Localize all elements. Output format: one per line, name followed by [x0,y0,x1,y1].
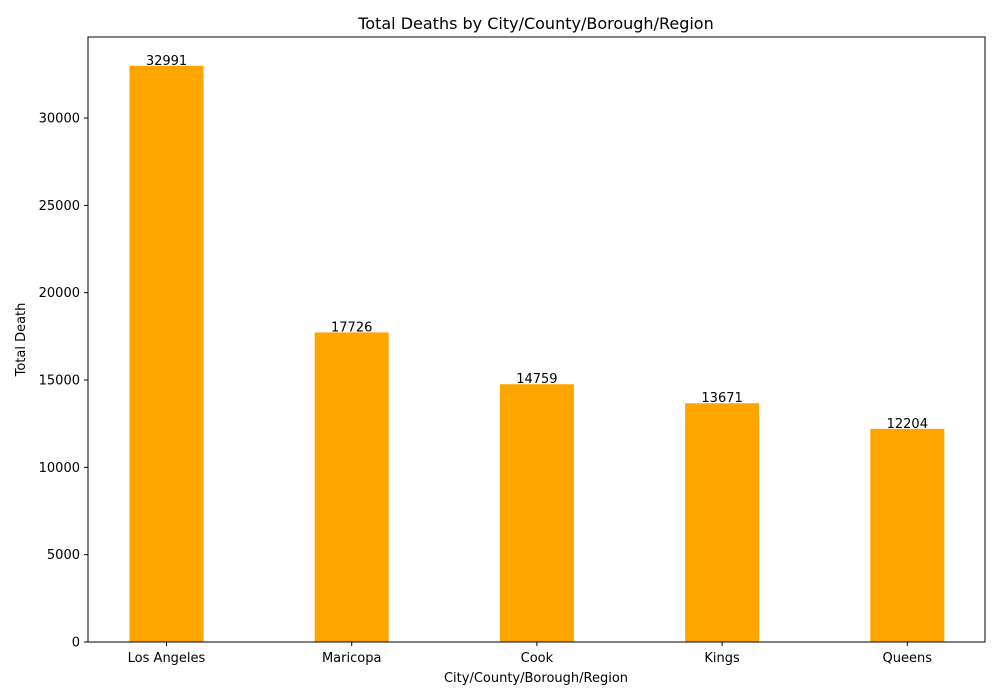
y-tick-label: 30000 [39,112,80,127]
bar-value-label: 32991 [146,54,187,69]
bar [129,65,204,643]
y-tick-label: 15000 [39,374,80,389]
x-tick-label: Cook [521,651,554,666]
y-axis-label: Total Death [14,303,29,378]
y-tick-label: 20000 [39,286,80,301]
plot-area-frame [87,36,986,643]
y-tick-label: 10000 [39,461,80,476]
bar-value-label: 12204 [887,417,928,432]
chart-title: Total Deaths by City/County/Borough/Regi… [357,14,713,33]
y-tick-label: 5000 [47,548,80,563]
bar-value-label: 17726 [331,320,372,335]
x-tick-label: Queens [883,651,933,666]
x-axis-label: City/County/Borough/Region [444,671,628,686]
bar [870,428,945,642]
bar-value-label: 14759 [516,372,557,387]
y-tick-label: 0 [72,636,80,651]
bar [499,384,574,642]
bar [314,332,389,642]
y-tick-label: 25000 [39,199,80,214]
data-labels-group: 32991 17726 14759 13671 12204 [146,54,928,432]
bars-group [129,65,945,643]
x-tick-label: Los Angeles [128,651,206,666]
y-axis: 0 5000 10000 15000 20000 25000 30000 [39,112,88,651]
x-tick-label: Kings [704,651,740,666]
x-axis: Los Angeles Maricopa Cook Kings Queens [128,642,933,666]
x-tick-label: Maricopa [322,651,381,666]
bar [685,403,760,642]
bar-value-label: 13671 [701,391,742,406]
